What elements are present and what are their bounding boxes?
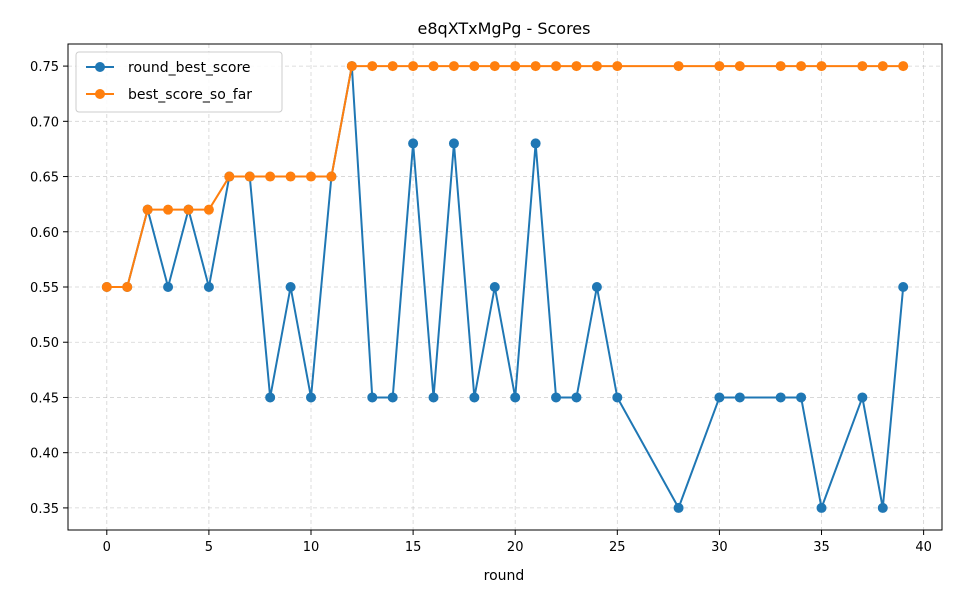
data-point-best-score-so-far [551,61,562,72]
data-point-best-score-so-far [265,171,276,182]
data-point-best-score-so-far [714,61,725,72]
x-tick-label: 20 [507,540,524,555]
data-point-best-score-so-far [346,61,357,72]
data-point-best-score-so-far [775,61,786,72]
data-point-round-best-score [367,392,378,403]
data-point-round-best-score [285,282,296,292]
data-point-round-best-score [448,138,459,149]
legend-marker-round-best-score [95,62,105,72]
data-point-round-best-score [796,392,807,403]
data-point-round-best-score [551,392,562,403]
y-tick-label: 0.50 [30,336,59,351]
data-point-best-score-so-far [122,282,133,292]
x-tick-label: 25 [609,540,626,555]
data-point-best-score-so-far [673,61,684,72]
y-tick-label: 0.35 [30,502,59,517]
legend-marker-best-score-so-far [95,89,105,99]
data-point-best-score-so-far [244,171,255,182]
data-point-best-score-so-far [183,204,194,215]
data-point-round-best-score [898,282,909,292]
data-point-best-score-so-far [489,61,500,72]
data-point-round-best-score [673,502,684,513]
data-point-best-score-so-far [326,171,337,182]
data-point-round-best-score [428,392,439,403]
legend: round_best_score best_score_so_far [75,51,283,113]
data-point-best-score-so-far [571,61,582,72]
data-point-best-score-so-far [612,61,623,72]
data-point-best-score-so-far [530,61,541,72]
legend-label-round-best-score: round_best_score [128,60,251,76]
data-point-round-best-score [877,502,888,513]
data-point-round-best-score [734,392,745,403]
data-point-best-score-so-far [367,61,378,72]
data-point-best-score-so-far [510,61,521,72]
data-point-round-best-score [571,392,582,403]
plot-series [101,61,909,513]
data-point-best-score-so-far [101,282,112,292]
data-point-best-score-so-far [591,61,602,72]
data-point-best-score-so-far [428,61,439,72]
data-point-best-score-so-far [469,61,480,72]
data-point-best-score-so-far [857,61,868,72]
y-tick-label: 0.75 [30,60,59,75]
axis-ticks: 0 5 10 15 20 25 30 35 40 0.35 0.40 0.45 0.50 0.55 0.60… [30,60,932,555]
data-point-best-score-so-far [224,171,235,182]
x-tick-label: 40 [915,540,932,555]
data-point-round-best-score [387,392,398,403]
data-point-round-best-score [714,392,725,403]
data-point-round-best-score [857,392,868,403]
data-point-round-best-score [163,282,174,292]
data-point-round-best-score [306,392,317,403]
x-tick-label: 10 [303,540,320,555]
data-point-best-score-so-far [877,61,888,72]
legend-box [75,51,283,113]
x-tick-label: 5 [205,540,213,555]
data-point-best-score-so-far [163,204,174,215]
data-point-round-best-score [775,392,786,403]
y-tick-label: 0.45 [30,391,59,406]
data-point-best-score-so-far [387,61,398,72]
y-tick-label: 0.40 [30,447,59,462]
data-point-round-best-score [510,392,521,403]
data-point-round-best-score [203,282,214,292]
series-best-score-so-far [101,61,909,292]
data-point-round-best-score [469,392,480,403]
data-point-best-score-so-far [448,61,459,72]
data-point-best-score-so-far [898,61,909,72]
x-tick-label: 15 [405,540,422,555]
data-point-best-score-so-far [408,61,419,72]
data-point-best-score-so-far [142,204,153,215]
x-tick-label: 0 [103,540,111,555]
y-tick-label: 0.65 [30,171,59,186]
data-point-round-best-score [816,502,827,513]
y-tick-label: 0.70 [30,115,59,130]
data-point-best-score-so-far [203,204,214,215]
x-tick-label: 30 [711,540,728,555]
data-point-best-score-so-far [306,171,317,182]
data-point-best-score-so-far [796,61,807,72]
chart-title: e8qXTxMgPg - Scores [418,19,591,38]
data-point-round-best-score [489,282,500,292]
y-tick-label: 0.55 [30,281,59,296]
y-tick-label: 0.60 [30,226,59,241]
data-point-round-best-score [408,138,419,149]
legend-label-best-score-so-far: best_score_so_far [128,87,252,103]
data-point-best-score-so-far [285,171,296,182]
x-axis-label: round [484,568,525,584]
data-point-best-score-so-far [734,61,745,72]
data-point-round-best-score [591,282,602,292]
data-point-round-best-score [612,392,623,403]
x-tick-label: 35 [813,540,830,555]
data-point-best-score-so-far [816,61,827,72]
data-point-round-best-score [265,392,276,403]
data-point-round-best-score [530,138,541,149]
